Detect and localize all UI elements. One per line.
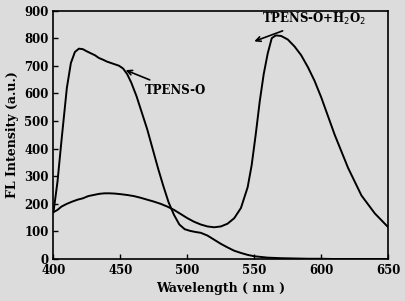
X-axis label: Wavelength ( nm ): Wavelength ( nm ) — [156, 282, 285, 296]
Text: TPENS-O: TPENS-O — [127, 70, 205, 97]
Y-axis label: FL Intensity (a.u.): FL Intensity (a.u.) — [6, 71, 19, 198]
Text: TPENS-O+H$_2$O$_2$: TPENS-O+H$_2$O$_2$ — [256, 11, 366, 41]
